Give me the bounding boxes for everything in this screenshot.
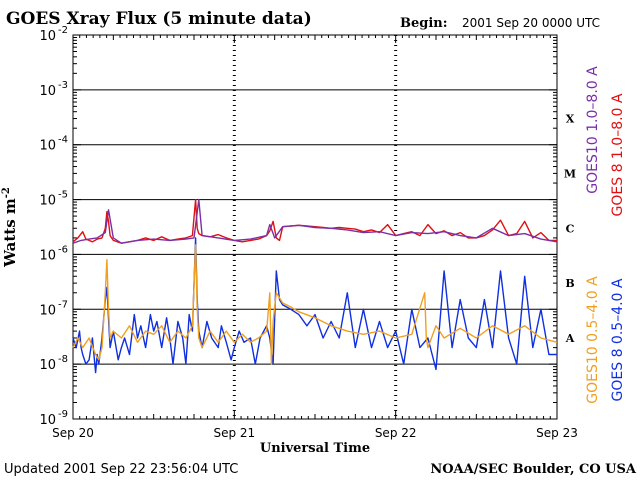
day-dividers — [232, 35, 398, 419]
legend-goes8-short: GOES 8 0.5–4.0 A — [610, 278, 626, 401]
series-goes8-long — [72, 198, 557, 244]
legend-goes8-long: GOES 8 1.0–8.0 A — [610, 93, 626, 216]
y-tick-label-7: 10 -9 — [39, 409, 68, 428]
x-tick-label-2: Sep 22 — [375, 426, 417, 440]
x-tick-label-0: Sep 20 — [52, 426, 94, 440]
source-credit: NOAA/SEC Boulder, CO USA — [430, 462, 637, 477]
y-tick-label-0: 10 -2 — [39, 25, 68, 44]
series-goes10-long — [72, 198, 558, 244]
legend-goes10-short: GOES10 0.5–4.0 A — [585, 276, 601, 404]
legend-goes10-long: GOES10 1.0–8.0 A — [585, 66, 601, 194]
x-axis: Sep 20 Sep 21 Sep 22 Sep 23 — [52, 35, 578, 440]
y-tick-label-3: 10 -5 — [39, 190, 68, 209]
series-goes10-short — [72, 244, 558, 365]
y-tick-label-1: 10 -3 — [39, 80, 68, 99]
y-tick-label-4: 10 -6 — [39, 244, 68, 263]
flare-class-c: C — [566, 222, 575, 235]
y-axis-label-text: Watts m — [1, 198, 19, 268]
chart-title: GOES Xray Flux (5 minute data) — [6, 9, 312, 29]
flux-series — [72, 198, 558, 374]
flare-class-b: B — [565, 277, 574, 290]
begin-value: 2001 Sep 20 0000 UTC — [462, 16, 600, 30]
updated-timestamp: Updated 2001 Sep 22 23:56:04 UTC — [4, 462, 238, 477]
flare-class-labels: X M C B A — [564, 113, 576, 345]
flare-class-m: M — [564, 167, 576, 180]
x-axis-label: Universal Time — [260, 441, 370, 456]
y-tick-label-5: 10 -7 — [39, 299, 68, 318]
begin-label: Begin: — [400, 16, 448, 31]
y-tick-label-2: 10 -4 — [39, 135, 68, 154]
y-axis-label-sup: -2 — [1, 187, 12, 198]
y-tick-label-6: 10 -8 — [39, 354, 68, 373]
flux-grid — [73, 89, 557, 365]
x-tick-label-1: Sep 21 — [213, 426, 255, 440]
flare-class-x: X — [566, 113, 575, 126]
x-tick-label-3: Sep 23 — [536, 426, 578, 440]
flare-class-a: A — [565, 332, 575, 345]
y-axis: 10-2 10-3 10-4 10-5 10-6 10-7 10-8 10-9 — [39, 25, 557, 428]
series-goes8-short — [72, 237, 557, 374]
y-axis-label: Watts m-2 — [1, 187, 19, 268]
